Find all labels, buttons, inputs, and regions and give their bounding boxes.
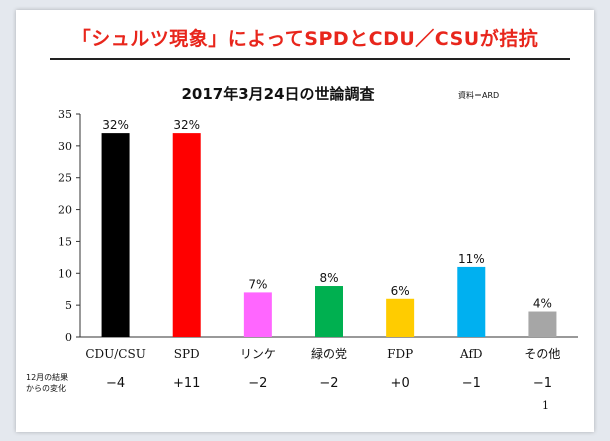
change-row-label-line2: からの変化 (26, 383, 66, 393)
y-tick-label: 25 (58, 172, 72, 185)
x-tick-label: FDP (387, 347, 413, 361)
bar (243, 292, 272, 337)
y-tick-label: 20 (58, 204, 72, 217)
x-tick-label: CDU/CSU (85, 347, 145, 361)
change-value: −2 (319, 376, 338, 391)
chart-title: 2017年3月24日の世論調査 (181, 85, 375, 103)
change-value: +0 (391, 376, 410, 391)
data-label: 7% (248, 277, 267, 291)
bar (457, 266, 486, 337)
change-value: −1 (533, 376, 552, 391)
source-note: 資料＝ARD (458, 90, 499, 100)
data-label: 6% (391, 284, 410, 298)
slide-title: 「シュルツ現象」によってSPDとCDU／CSUが拮抗 (71, 28, 539, 50)
bar (315, 286, 343, 337)
change-value: −1 (462, 376, 481, 391)
x-tick-label: その他 (524, 347, 560, 361)
x-tick-label: SPD (174, 347, 200, 361)
y-tick-label: 30 (58, 140, 72, 153)
y-tick-label: 5 (65, 299, 72, 312)
bar-chart: 2017年3月24日の世論調査 資料＝ARD 0 5 10 15 20 25 30 35 32… (26, 85, 578, 412)
data-label: 32% (173, 118, 200, 132)
change-value: −4 (106, 376, 125, 391)
y-tick-label: 35 (58, 108, 72, 121)
data-label: 11% (458, 252, 485, 266)
data-label: 4% (533, 297, 552, 311)
x-tick-label: リンケ (240, 347, 276, 361)
y-tick-label: 0 (65, 331, 72, 344)
bar (528, 311, 557, 337)
y-tick-label: 15 (58, 235, 72, 248)
title-rule (50, 58, 570, 60)
bar (386, 298, 415, 337)
x-tick-label: AfD (459, 347, 483, 361)
data-label: 8% (319, 271, 338, 285)
bar (101, 133, 130, 337)
bar (172, 133, 201, 337)
slide: 「シュルツ現象」によってSPDとCDU／CSUが拮抗 2017年3月24日の世論… (16, 10, 594, 432)
change-row-label-line1: 12月の結果 (26, 372, 68, 382)
data-label: 32% (102, 118, 129, 132)
change-value: −2 (248, 376, 267, 391)
x-tick-label: 緑の党 (311, 346, 347, 361)
change-value: +11 (173, 376, 200, 391)
y-tick-label: 10 (58, 267, 72, 280)
page-number: 1 (542, 399, 549, 412)
